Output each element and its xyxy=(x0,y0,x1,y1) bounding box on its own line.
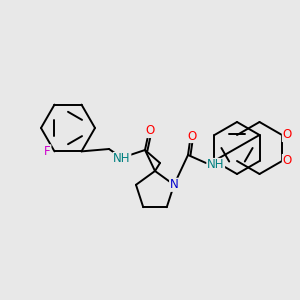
Text: N: N xyxy=(169,178,178,191)
Text: O: O xyxy=(282,154,292,167)
Text: O: O xyxy=(146,124,154,137)
Text: O: O xyxy=(188,130,196,142)
Text: NH: NH xyxy=(113,152,131,166)
Text: NH: NH xyxy=(207,158,224,172)
Text: O: O xyxy=(282,128,292,142)
Text: F: F xyxy=(44,145,51,158)
